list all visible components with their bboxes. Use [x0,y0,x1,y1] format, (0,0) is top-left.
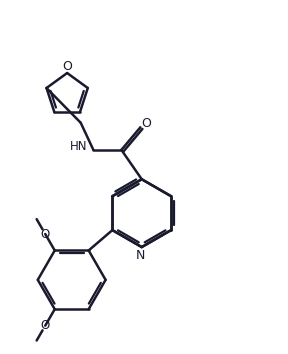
Text: HN: HN [69,140,87,153]
Text: O: O [41,319,50,332]
Text: O: O [41,228,50,240]
Text: N: N [136,249,145,262]
Text: O: O [141,117,151,130]
Text: O: O [62,60,72,73]
